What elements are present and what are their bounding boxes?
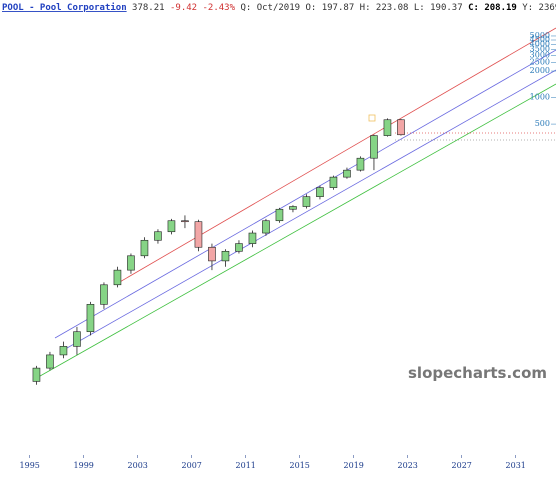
trend-line: [54, 49, 556, 339]
candle-body: [154, 231, 162, 241]
candle-body: [100, 284, 108, 305]
candle-body: [221, 250, 230, 262]
y-tick-label: 3000: [530, 51, 550, 60]
candle-body: [316, 187, 324, 197]
candle-body: [208, 246, 216, 262]
trend-line: [32, 83, 556, 381]
header: POOL - Pool Corporation 378.21 -9.42 -2.…: [2, 2, 556, 13]
candle-body: [329, 176, 338, 188]
change: -9.42: [170, 3, 197, 13]
x-tick-label: 1995: [20, 461, 40, 470]
candle-body: [235, 243, 243, 252]
y-value: Y: 2369.12: [522, 3, 556, 13]
high: H: 223.08: [360, 3, 409, 13]
x-tick-label: 2019: [344, 461, 364, 470]
y-tick-label: 5000: [530, 31, 550, 40]
candle-body: [370, 135, 378, 159]
last: 378.21: [132, 3, 165, 13]
x-tick-label: 2007: [182, 461, 202, 470]
candle-body: [302, 196, 311, 207]
candle-body: [289, 206, 297, 210]
x-tick-label: 2027: [452, 461, 472, 470]
change-pct: -2.43%: [203, 3, 236, 13]
candle-body: [127, 255, 135, 271]
candle-body: [113, 269, 122, 286]
marker: [368, 114, 376, 122]
y-tick-label: 2500: [530, 57, 550, 66]
trend-line: [117, 27, 556, 284]
y-tick-label: 4000: [530, 40, 550, 49]
x-tick-label: 1999: [74, 461, 94, 470]
low: L: 190.37: [414, 3, 463, 13]
y-tick-label: 2000: [530, 66, 550, 75]
trend-line: [59, 69, 556, 353]
candle-body: [167, 220, 176, 233]
candle-body: [194, 221, 203, 248]
x-tick-label: 2011: [236, 461, 256, 470]
candle-body: [248, 232, 257, 244]
y-tick-label: 1000: [530, 93, 550, 102]
candle-body: [32, 367, 41, 382]
candle-body: [383, 119, 392, 136]
candle-body: [73, 331, 81, 347]
period: Q: Oct/2019: [240, 3, 300, 13]
x-tick-label: 2003: [128, 461, 148, 470]
symbol: POOL - Pool Corporation: [2, 2, 127, 13]
y-tick-label: 4500: [530, 35, 550, 44]
x-tick-label: 2031: [506, 461, 526, 470]
x-tick-label: 2023: [398, 461, 418, 470]
x-tick-label: 2015: [290, 461, 310, 470]
candle-body: [59, 346, 68, 356]
candle-body: [86, 304, 95, 333]
candle-body: [181, 220, 189, 223]
candle-body: [275, 208, 284, 222]
close: 208.19: [484, 3, 517, 13]
candle-body: [262, 220, 270, 234]
candle-body: [140, 239, 149, 257]
candle-body: [397, 119, 405, 136]
candle-body: [343, 169, 351, 178]
y-tick-label: 500: [535, 119, 550, 128]
candle-body: [356, 157, 365, 171]
open: O: 197.87: [305, 3, 354, 13]
candle-body: [46, 354, 54, 369]
y-tick-label: 3500: [530, 45, 550, 54]
close-label: C:: [468, 3, 479, 13]
watermark: slopecharts.com: [408, 364, 547, 382]
